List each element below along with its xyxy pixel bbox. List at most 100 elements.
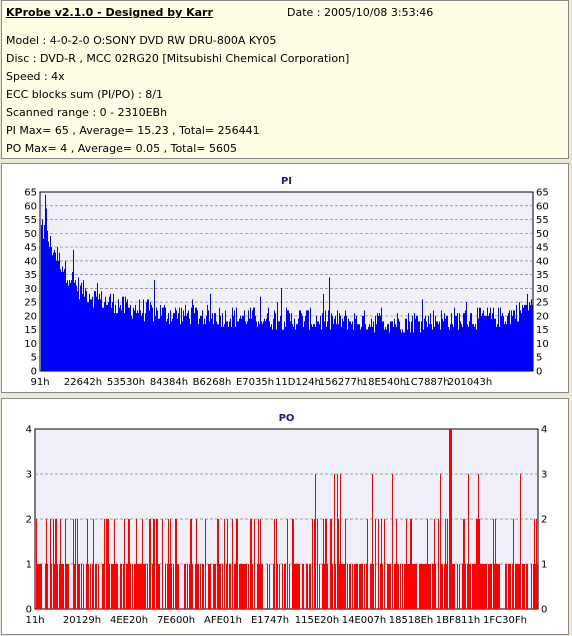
bar xyxy=(370,564,371,609)
bar xyxy=(448,326,449,371)
bar xyxy=(381,307,382,371)
bar xyxy=(269,564,270,609)
bar xyxy=(116,564,117,609)
bar xyxy=(143,564,144,609)
y-tick-label-right: 45 xyxy=(536,243,549,254)
bar xyxy=(54,564,55,609)
bar xyxy=(228,326,229,371)
y-tick-label-left: 35 xyxy=(24,270,37,281)
bar xyxy=(51,564,52,609)
bar xyxy=(131,315,132,371)
bar xyxy=(400,564,401,609)
x-tick-label: 11D124h xyxy=(275,377,321,388)
bar xyxy=(367,329,368,371)
bar xyxy=(258,321,259,371)
bar xyxy=(260,296,261,371)
bar xyxy=(429,324,430,371)
bar xyxy=(174,313,175,371)
bar xyxy=(194,313,195,371)
bar xyxy=(394,318,395,371)
bar xyxy=(404,332,405,371)
bar xyxy=(89,293,90,371)
bar xyxy=(346,315,347,371)
bar xyxy=(472,564,473,609)
bar xyxy=(74,282,75,371)
bar xyxy=(95,564,96,609)
bar xyxy=(292,519,293,609)
bar xyxy=(73,519,74,609)
bar xyxy=(76,285,77,371)
bar xyxy=(55,252,56,371)
disc-info: Disc : DVD-R , MCC 02RG20 [Mitsubishi Ch… xyxy=(6,52,350,65)
bar xyxy=(223,326,224,371)
bar xyxy=(392,321,393,371)
bar xyxy=(196,519,197,609)
bar xyxy=(414,313,415,371)
bar xyxy=(67,280,68,371)
bar xyxy=(508,564,509,609)
bar xyxy=(518,321,519,371)
bar xyxy=(175,307,176,371)
bar xyxy=(471,313,472,371)
bar xyxy=(157,519,158,609)
bar xyxy=(265,321,266,371)
bar xyxy=(65,260,66,371)
bar xyxy=(273,318,274,371)
bar xyxy=(450,429,451,609)
bar xyxy=(525,304,526,371)
bar xyxy=(219,307,220,371)
bar xyxy=(184,315,185,371)
bar xyxy=(490,307,491,371)
bar xyxy=(420,564,421,609)
bar xyxy=(71,280,72,371)
bar xyxy=(279,564,280,609)
bar xyxy=(94,291,95,371)
bar xyxy=(401,332,402,371)
bar xyxy=(328,310,329,371)
bar xyxy=(537,564,538,609)
y-tick-label-left: 45 xyxy=(24,243,37,254)
bar xyxy=(67,564,68,609)
bar xyxy=(389,332,390,371)
bar xyxy=(481,315,482,371)
bar xyxy=(209,321,210,371)
bar xyxy=(454,564,455,609)
bar xyxy=(446,564,447,609)
bar xyxy=(317,519,318,609)
bar xyxy=(378,519,379,609)
bar xyxy=(232,307,233,371)
bar xyxy=(247,321,248,371)
bar xyxy=(128,307,129,371)
bar xyxy=(372,474,373,609)
pi-chart-panel: PI 0 0 5 5 10 10 15 15 20 20 25 25 30 30 35 35 40 40 45 45 50… xyxy=(1,163,569,393)
bar xyxy=(148,299,149,371)
y-tick-label-left: 40 xyxy=(24,256,37,267)
bar xyxy=(253,307,254,371)
bar xyxy=(240,564,241,609)
bar xyxy=(185,564,186,609)
bar xyxy=(124,313,125,371)
bar xyxy=(178,313,179,371)
bar xyxy=(319,564,320,609)
bar xyxy=(296,564,297,609)
bar xyxy=(139,564,140,609)
bar xyxy=(382,321,383,371)
bar xyxy=(515,318,516,371)
bar xyxy=(74,564,75,609)
x-tick-label: 91h xyxy=(30,377,49,388)
bar xyxy=(344,315,345,371)
bar xyxy=(420,332,421,371)
bar xyxy=(127,299,128,371)
bar xyxy=(317,321,318,371)
bar xyxy=(406,519,407,609)
bar xyxy=(335,564,336,609)
bar xyxy=(143,299,144,371)
y-tick-label-left: 5 xyxy=(31,353,37,364)
bar xyxy=(55,519,56,609)
y-tick-label-left: 55 xyxy=(24,215,37,226)
bar xyxy=(390,321,391,371)
bar xyxy=(424,318,425,371)
bar xyxy=(354,564,355,609)
bar xyxy=(191,307,192,371)
bar xyxy=(152,307,153,371)
